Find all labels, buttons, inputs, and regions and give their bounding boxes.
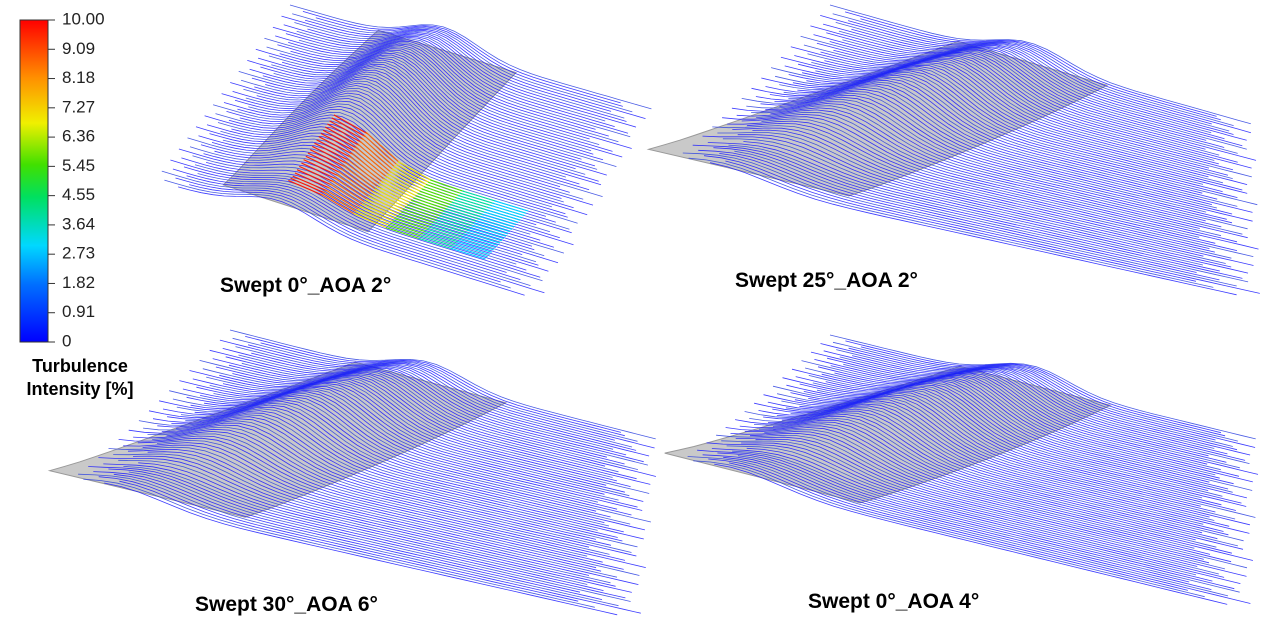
hot-streamline (422, 189, 456, 201)
panel-label: Swept 0°_AOA 4° (808, 590, 979, 613)
panels (50, 5, 1260, 615)
hot-streamline (450, 204, 484, 214)
hot-streamline (452, 202, 486, 212)
colorbar-tick-label: 9.09 (62, 39, 95, 58)
colorbar-tick-label: 4.55 (62, 185, 95, 204)
hot-streamline (454, 200, 488, 210)
colorbar-tick-label: 0.91 (62, 302, 95, 321)
hot-streamline (424, 187, 458, 199)
figure: 10.00 9.09 8.18 7.27 6.36 5.45 4.55 3.64 2.73 1.8… (0, 0, 1277, 628)
hot-streamline (494, 201, 528, 211)
colorbar-tick-label: 6.36 (62, 127, 95, 146)
hot-streamline (462, 191, 496, 201)
hot-streamline (458, 195, 492, 205)
hot-streamline (490, 205, 524, 215)
hot-streamline (456, 198, 490, 208)
hot-streamline (492, 203, 526, 213)
colorbar-tick-label: 8.18 (62, 68, 95, 87)
colorbar-title: Intensity [%] (26, 379, 133, 399)
streamline (83, 479, 594, 607)
hot-streamline (423, 234, 457, 245)
colorbar-tick-label: 0 (62, 331, 71, 350)
panel-label: Swept 25°_AOA 2° (735, 269, 918, 292)
colorbar-tick-label: 1.82 (62, 273, 95, 292)
panel-label: Swept 30°_AOA 6° (195, 593, 378, 616)
hot-streamline (484, 212, 518, 222)
colorbar-ticks: 10.00 9.09 8.18 7.27 6.36 5.45 4.55 3.64 2.73 1.8… (48, 9, 105, 350)
colorbar-tick-label: 5.45 (62, 156, 95, 175)
colorbar-tick-label: 10.00 (62, 9, 105, 28)
colorbar (20, 20, 48, 342)
hot-streamline (488, 208, 522, 218)
hot-streamline (486, 210, 520, 220)
hot-streamline (418, 193, 452, 205)
colorbar-title: Turbulence (32, 356, 128, 376)
hot-streamline (460, 193, 494, 203)
hot-streamline (420, 191, 454, 203)
colorbar-tick-label: 3.64 (62, 214, 95, 233)
panel-label: Swept 0°_AOA 2° (220, 274, 391, 297)
colorbar-tick-label: 2.73 (62, 244, 95, 263)
colorbar-tick-label: 7.27 (62, 97, 95, 116)
figure-canvas: 10.00 9.09 8.18 7.27 6.36 5.45 4.55 3.64 2.73 1.8… (0, 0, 1277, 628)
